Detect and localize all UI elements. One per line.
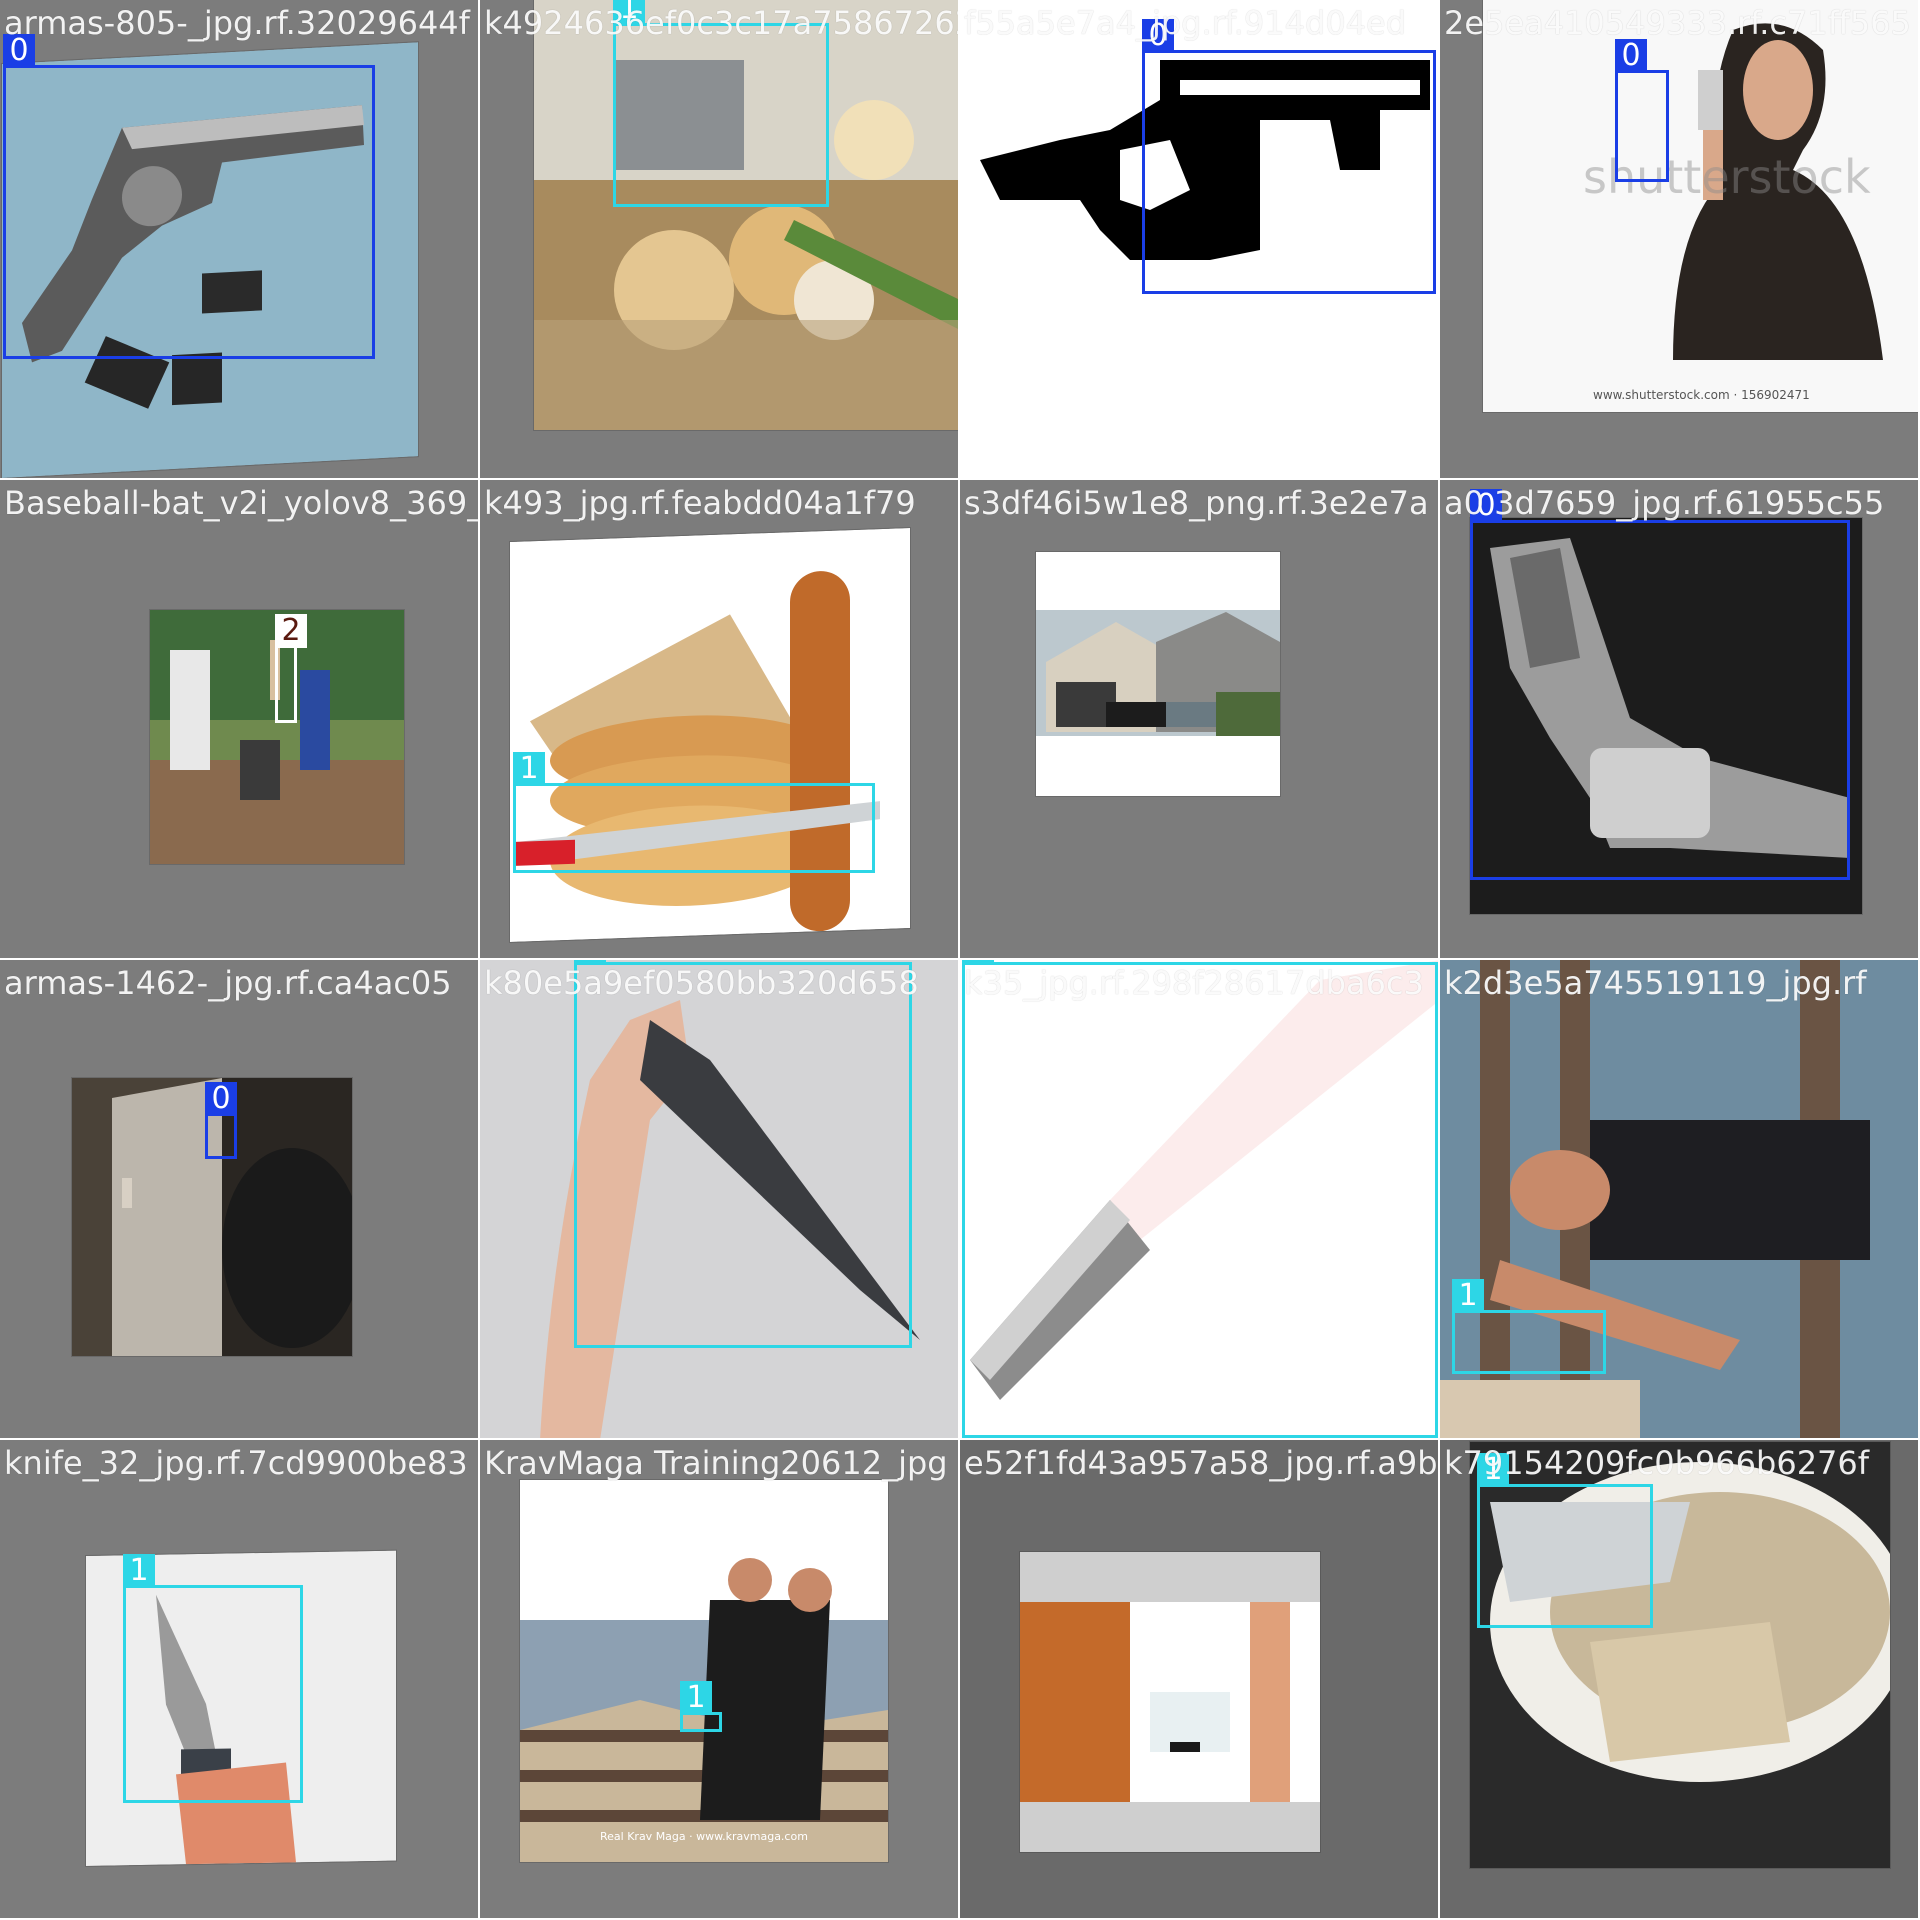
- bbox-class-1: 1: [1477, 1453, 1653, 1628]
- tile-12: k2d3e5a745519119_jpg.rf 1: [1440, 960, 1920, 1440]
- bbox-class-1: 1: [680, 1681, 722, 1732]
- tile-3: f55a5e7a4_jpg.rf.914d04ed 0: [960, 0, 1440, 480]
- tile-8: a0 3d7659_jpg.rf.61955c55 0: [1440, 480, 1920, 960]
- tile-4: shutterstock www.shutterstock.com · 1569…: [1440, 0, 1920, 480]
- tile-photo: Real Krav Maga · www.kravmaga.com: [520, 1480, 888, 1862]
- tile-6: k493_jpg.rf.feabdd04a1f79 1: [480, 480, 960, 960]
- bbox-class-1: 1: [123, 1554, 303, 1803]
- bbox-class-1: 1: [613, 0, 829, 207]
- bbox-class-1: 1: [513, 752, 875, 873]
- bbox-class-2: 2: [275, 614, 307, 723]
- tile-7: s3df46i5w1e8_png.rf.3e2e7a: [960, 480, 1440, 960]
- class-label: 1: [1452, 1279, 1484, 1313]
- tile-filename: e52f1fd43a957a58_jpg.rf.a9b: [964, 1444, 1438, 1482]
- tile-photo: [72, 1078, 352, 1356]
- class-label: 2: [275, 614, 307, 648]
- class-label: 1: [613, 0, 645, 26]
- tile-2: k4924636ef0c3c17a75867262 1: [480, 0, 960, 480]
- tile-photo: [534, 0, 958, 430]
- class-label: 1: [962, 960, 994, 965]
- tile-filename: Baseball-bat_v2i_yolov8_369_jpg.rf.58702: [4, 484, 478, 522]
- tile-1: armas-805-_jpg.rf.32029644f 0: [0, 0, 480, 480]
- tile-filename: k2d3e5a745519119_jpg.rf: [1444, 964, 1867, 1002]
- bbox-class-0: 0: [3, 34, 375, 359]
- tile-photo: [1470, 518, 1862, 914]
- class-label: 0: [1470, 489, 1502, 523]
- class-label: 1: [680, 1681, 712, 1715]
- bbox-class-1: 1: [962, 960, 1438, 1438]
- tile-filename: KravMaga Training20612_jpg: [484, 1444, 948, 1482]
- bbox-class-1: 1: [1452, 1279, 1606, 1374]
- tile-filename: armas-805-_jpg.rf.32029644f: [4, 4, 470, 42]
- class-label: 0: [1142, 19, 1174, 53]
- tile-photo: [1020, 1552, 1320, 1852]
- tile-11: k35_jpg.rf.298f28617dba6c3 1: [960, 960, 1440, 1440]
- tile-filename: armas-1462-_jpg.rf.ca4ac05: [4, 964, 452, 1002]
- class-label: 0: [1615, 39, 1647, 73]
- tile-5: Baseball-bat_v2i_yolov8_369_jpg.rf.58702…: [0, 480, 480, 960]
- bbox-class-0: 0: [1142, 19, 1436, 294]
- tile-filename: 2e5ea410549333.rf.c71ff565: [1444, 4, 1911, 42]
- tile-10: k80e5a9ef0580bb320d658 1: [480, 960, 960, 1440]
- tile-photo: [150, 610, 404, 864]
- tile-photo: [1470, 1442, 1890, 1868]
- bbox-class-0: 0: [205, 1082, 237, 1159]
- watermark-caption: www.shutterstock.com · 156902471: [1593, 388, 1810, 402]
- tile-filename: knife_32_jpg.rf.7cd9900be83: [4, 1444, 468, 1482]
- class-label: 0: [205, 1082, 237, 1116]
- bbox-class-1: 1: [574, 960, 912, 1348]
- class-label: 1: [1477, 1453, 1509, 1487]
- tile-15: e52f1fd43a957a58_jpg.rf.a9b: [960, 1440, 1440, 1920]
- class-label: 0: [3, 34, 35, 68]
- tile-filename: k493_jpg.rf.feabdd04a1f79: [484, 484, 916, 522]
- class-label: 1: [574, 960, 606, 965]
- tile-filename: a0 3d7659_jpg.rf.61955c55: [1444, 484, 1885, 522]
- tile-photo: [480, 960, 958, 1438]
- tile-photo: [960, 960, 1438, 1438]
- tile-photo: [960, 0, 1438, 478]
- tile-filename: k79154209fc0b966b6276f: [1444, 1444, 1870, 1482]
- bbox-class-0: 0: [1470, 489, 1850, 880]
- tile-photo: [1440, 960, 1918, 1438]
- watermark-brand: shutterstock: [1583, 150, 1871, 204]
- tile-filename: k35_jpg.rf.298f28617dba6c3: [964, 964, 1424, 1002]
- tile-filename: s3df46i5w1e8_png.rf.3e2e7a: [964, 484, 1429, 522]
- tile-photo: [1036, 552, 1280, 796]
- tile-16: k79154209fc0b966b6276f 1: [1440, 1440, 1920, 1920]
- bbox-class-0: 0: [1615, 39, 1669, 182]
- tile-14: Real Krav Maga · www.kravmaga.com KravMa…: [480, 1440, 960, 1920]
- tile-photo: [2, 42, 418, 478]
- tile-9: armas-1462-_jpg.rf.ca4ac05 0: [0, 960, 480, 1440]
- class-label: 1: [123, 1554, 155, 1588]
- overlay-caption: Real Krav Maga · www.kravmaga.com: [600, 1830, 808, 1843]
- tile-13: knife_32_jpg.rf.7cd9900be83 1: [0, 1440, 480, 1920]
- tile-filename: k4924636ef0c3c17a75867262: [484, 4, 960, 42]
- class-label: 1: [513, 752, 545, 786]
- tile-photo: shutterstock www.shutterstock.com · 1569…: [1483, 0, 1918, 412]
- tile-photo: [86, 1550, 396, 1866]
- tile-filename: f55a5e7a4_jpg.rf.914d04ed: [964, 4, 1407, 42]
- tile-filename: k80e5a9ef0580bb320d658: [484, 964, 919, 1002]
- tile-photo: [510, 528, 910, 942]
